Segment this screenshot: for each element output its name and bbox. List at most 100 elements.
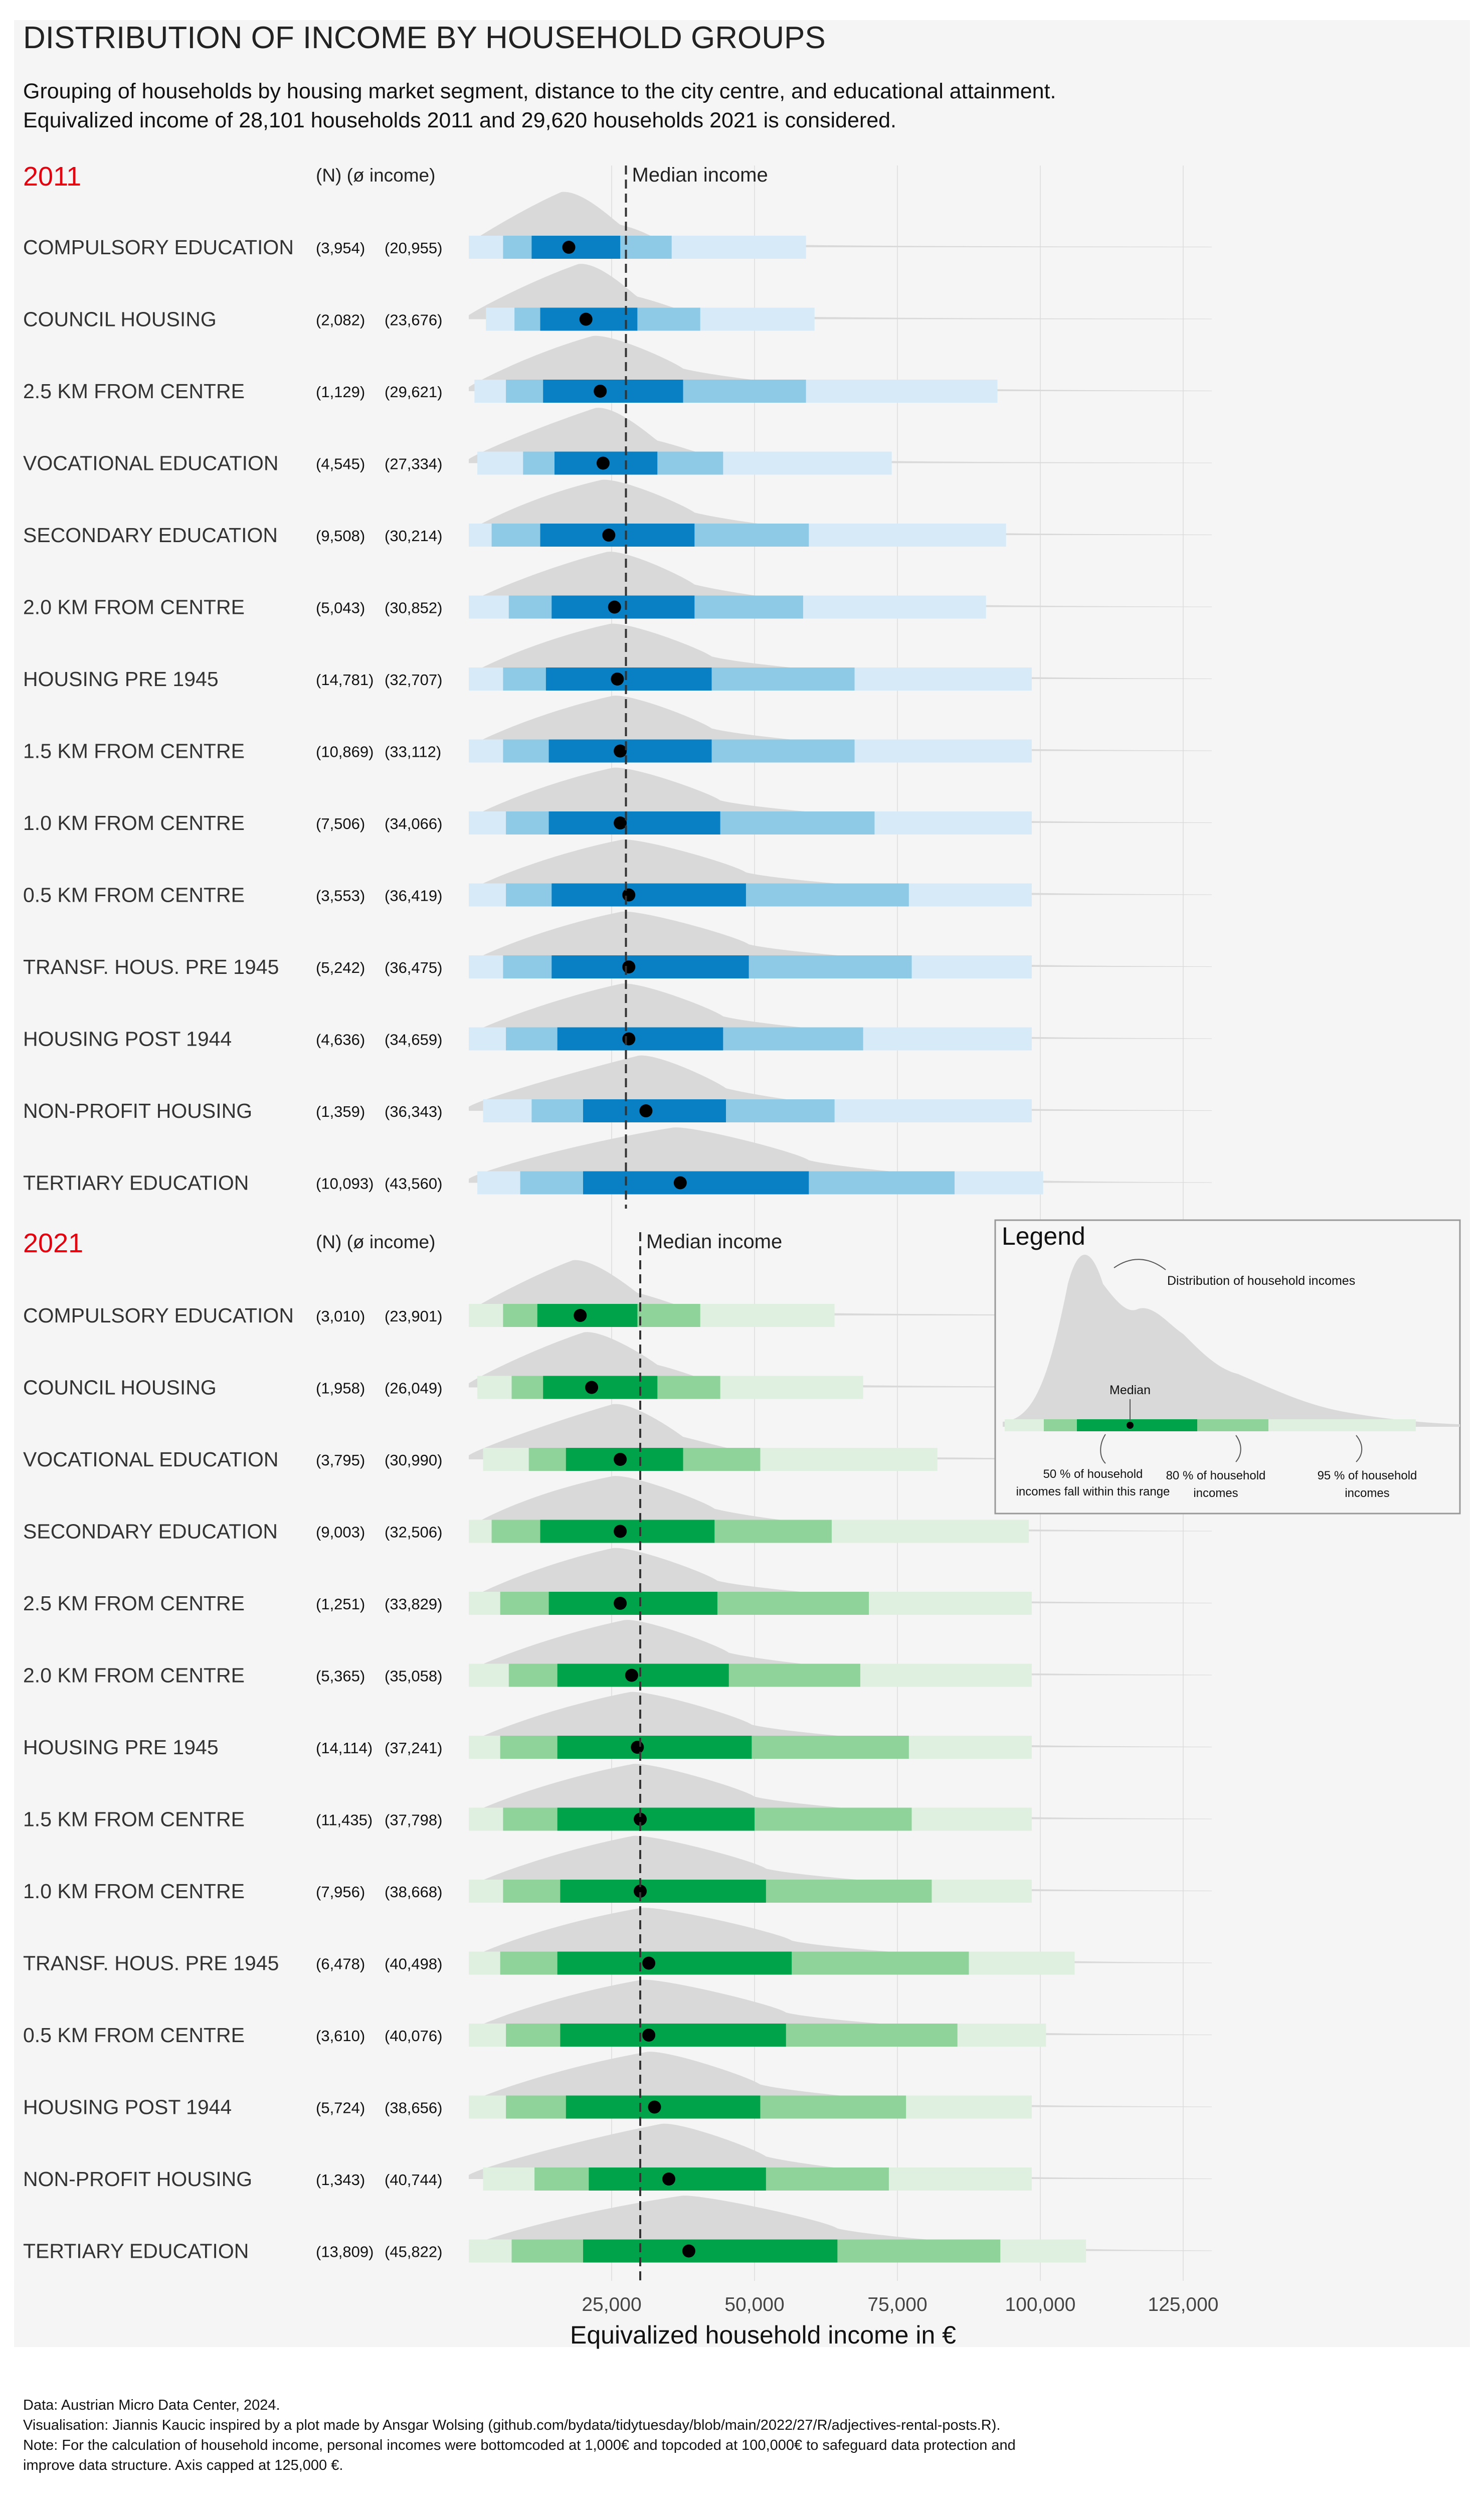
group-label: 2.0 KM FROM CENTRE (23, 596, 245, 619)
group-avg-income: (26,049) (385, 1380, 442, 1397)
density-ridge (469, 1764, 1212, 1819)
density-ridge (469, 767, 1212, 823)
group-avg-income: (30,214) (385, 527, 442, 545)
density-ridge (469, 2196, 1212, 2251)
group-n: (3,795) (316, 1451, 365, 1469)
group-row-2011-0: COMPULSORY EDUCATION (3,954) (20,955) (23, 192, 1212, 259)
median-dot (579, 312, 593, 326)
panel-year-2011: 2011 (23, 161, 81, 192)
legend-interval-50 (1077, 1419, 1197, 1431)
group-row-2021-7: 1.5 KM FROM CENTRE (11,435) (37,798) (23, 1764, 1212, 1831)
density-ridge (469, 1476, 1212, 1532)
group-n: (7,956) (316, 1883, 365, 1901)
legend-median-label: Median (1109, 1383, 1151, 1397)
median-dot (662, 2173, 675, 2186)
group-label: TRANSF. HOUS. PRE 1945 (23, 1952, 279, 1975)
group-row-2011-13: TERTIARY EDUCATION (10,093) (43,560) (23, 1127, 1212, 1195)
group-n: (9,508) (316, 527, 365, 545)
group-row-2011-2: 2.5 KM FROM CENTRE (1,129) (29,621) (23, 336, 1212, 403)
group-row-2011-9: 0.5 KM FROM CENTRE (3,553) (36,419) (23, 840, 1212, 907)
group-label: 1.0 KM FROM CENTRE (23, 1880, 245, 1903)
group-row-2021-9: TRANSF. HOUS. PRE 1945 (6,478) (40,498) (23, 1908, 1212, 1975)
interval-50 (543, 1376, 658, 1399)
group-avg-income: (38,656) (385, 2099, 442, 2117)
group-row-2011-8: 1.0 KM FROM CENTRE (7,506) (34,066) (23, 767, 1212, 835)
group-row-2021-2: VOCATIONAL EDUCATION (3,795) (30,990) (23, 1404, 1212, 1471)
density-ridge (469, 623, 1212, 679)
interval-50 (566, 2095, 761, 2119)
group-row-2021-8: 1.0 KM FROM CENTRE (7,956) (38,668) (23, 1835, 1212, 1903)
group-avg-income: (37,241) (385, 1739, 442, 1757)
group-avg-income: (23,901) (385, 1307, 442, 1325)
group-n: (11,435) (316, 1811, 373, 1829)
group-n: (5,724) (316, 2099, 365, 2117)
chart-subtitle-line2: Equivalized income of 28,101 households … (23, 108, 896, 132)
interval-50 (560, 2024, 786, 2047)
density-ridge (469, 696, 1212, 751)
group-label: 2.5 KM FROM CENTRE (23, 1592, 245, 1615)
interval-50 (531, 236, 621, 259)
group-row-2011-10: TRANSF. HOUS. PRE 1945 (5,242) (36,475) (23, 911, 1212, 978)
chart-subtitle-line1: Grouping of households by housing market… (23, 79, 1056, 103)
group-label: SECONDARY EDUCATION (23, 524, 278, 547)
density-ridge (469, 1908, 1212, 1963)
legend-i95-pointer (1356, 1435, 1363, 1462)
interval-50 (557, 1663, 729, 1687)
x-tick-label-3: 100,000 (1005, 2294, 1076, 2315)
group-label: HOUSING PRE 1945 (23, 1736, 219, 1759)
group-n: (5,365) (316, 1667, 365, 1685)
group-n: (13,809) (316, 2243, 374, 2261)
median-dot (614, 816, 627, 829)
interval-50 (583, 1171, 809, 1195)
median-dot (642, 2029, 656, 2042)
group-avg-income: (36,343) (385, 1103, 442, 1120)
column-header-2011: (N) (ø income) (316, 165, 435, 186)
group-row-2021-12: NON-PROFIT HOUSING (1,343) (40,744) (23, 2123, 1212, 2191)
group-label: 1.0 KM FROM CENTRE (23, 811, 245, 835)
group-row-2021-4: 2.5 KM FROM CENTRE (1,251) (33,829) (23, 1548, 1212, 1615)
interval-50 (537, 1304, 638, 1327)
median-dot (562, 241, 576, 254)
interval-50 (583, 1099, 726, 1122)
legend-i80-label-1: 80 % of household (1166, 1469, 1266, 1482)
legend: Legend Distribution of household incomes… (994, 1219, 1461, 1515)
group-avg-income: (34,066) (385, 815, 442, 832)
interval-50 (543, 380, 683, 403)
density-ridge (469, 552, 1212, 607)
group-label: 2.5 KM FROM CENTRE (23, 380, 245, 403)
median-dot (614, 744, 627, 758)
density-ridge (469, 1692, 1212, 1747)
median-dot (585, 1381, 599, 1394)
density-ridge (469, 479, 1212, 535)
footer-note-1: Note: For the calculation of household i… (23, 2437, 1016, 2453)
footer: Data: Austrian Micro Data Center, 2024. … (23, 2395, 1467, 2475)
group-n: (14,114) (316, 1739, 373, 1757)
interval-50 (551, 955, 749, 978)
group-n: (5,242) (316, 959, 365, 976)
interval-50 (548, 811, 720, 835)
median-dot (682, 2244, 695, 2258)
column-header-2021: (N) (ø income) (316, 1232, 435, 1252)
x-tick-label-4: 125,000 (1148, 2294, 1219, 2315)
median-dot (614, 1453, 627, 1466)
legend-density-pointer (1114, 1259, 1166, 1270)
density-ridge (469, 1055, 1212, 1111)
group-n: (3,010) (316, 1307, 365, 1325)
group-row-2011-12: NON-PROFIT HOUSING (1,359) (36,343) (23, 1055, 1212, 1122)
interval-50 (545, 668, 712, 691)
group-label: 0.5 KM FROM CENTRE (23, 884, 245, 907)
group-label: TRANSF. HOUS. PRE 1945 (23, 955, 279, 978)
group-avg-income: (32,707) (385, 671, 442, 689)
group-avg-income: (20,955) (385, 239, 442, 257)
median-dot (608, 600, 621, 614)
group-row-2021-6: HOUSING PRE 1945 (14,114) (37,241) (23, 1692, 1212, 1759)
group-label: COUNCIL HOUSING (23, 308, 217, 331)
group-avg-income: (40,498) (385, 1955, 442, 1973)
x-tick-label-2: 75,000 (867, 2294, 927, 2315)
median-dot (594, 385, 607, 398)
interval-50 (557, 1951, 792, 1975)
group-label: SECONDARY EDUCATION (23, 1520, 278, 1543)
median-dot (631, 1741, 644, 1754)
median-dot (634, 1885, 647, 1898)
legend-i95-label-2: incomes (1345, 1486, 1389, 1500)
